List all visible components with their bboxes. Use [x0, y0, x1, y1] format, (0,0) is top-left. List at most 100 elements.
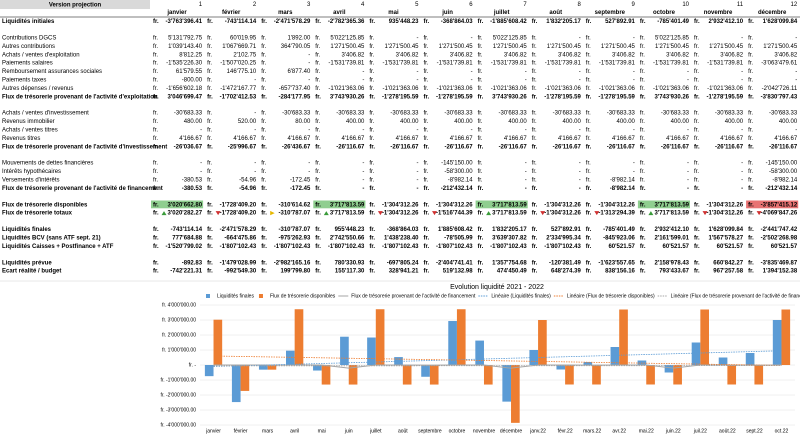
- cell-value: -1'507'020.25: [220, 61, 257, 67]
- x-tick-label: avr.22: [612, 428, 626, 434]
- x-tick-label: avril: [290, 428, 299, 434]
- bar: [367, 337, 376, 365]
- y-tick-label: fr. 1'000'000.00: [162, 347, 196, 353]
- month-name: mai: [388, 10, 399, 16]
- chart-title: Evolution liquidité 2021 - 2022: [450, 284, 544, 291]
- currency: fr.: [315, 77, 320, 83]
- currency: fr.: [369, 77, 374, 83]
- currency: fr.: [424, 269, 430, 275]
- currency: fr.: [369, 244, 375, 250]
- currency: fr.: [586, 186, 592, 192]
- currency: fr.: [532, 69, 537, 75]
- bar: [340, 336, 349, 365]
- cell-value: -1'535'226.30: [166, 61, 203, 67]
- legend-label: Flux de trésorerie disponibles: [270, 293, 336, 299]
- currency: fr.: [207, 94, 213, 100]
- cell-value: -: [525, 69, 527, 75]
- cell-value: -1'021'363.06: [545, 86, 582, 92]
- cell-value: 1'271'500.45: [601, 44, 636, 50]
- cell-value: -30'683.33: [607, 111, 636, 117]
- currency: fr.: [369, 269, 375, 275]
- bar: [483, 365, 493, 385]
- month-number: 5: [415, 2, 419, 8]
- currency: fr.: [640, 77, 645, 83]
- month-number: 8: [577, 2, 581, 8]
- month-name: janvier: [166, 10, 187, 16]
- x-tick-label: mai.22: [639, 428, 654, 434]
- cell-value: -: [741, 161, 743, 167]
- currency: fr.: [586, 52, 591, 58]
- cell-value: 364'790.05: [281, 44, 311, 50]
- bar: [610, 347, 620, 365]
- currency: fr.: [478, 186, 484, 192]
- bar: [348, 365, 358, 385]
- currency: fr.: [748, 94, 754, 100]
- currency: fr.: [586, 61, 591, 67]
- currency: fr.: [153, 169, 158, 175]
- cell-value: 4'166.67: [450, 136, 473, 142]
- currency: fr.: [532, 269, 538, 275]
- currency: fr.: [586, 269, 592, 275]
- cell-value: -1'313'294.39: [598, 211, 635, 217]
- cell-value: 955'448.23: [335, 227, 365, 233]
- cell-value: 4'166.67: [666, 136, 689, 142]
- legend-swatch: [258, 294, 263, 298]
- x-tick-label: févr.22: [558, 428, 573, 434]
- cell-value: 3'020'662.80: [168, 202, 203, 208]
- cell-value: -1'516'744.39: [436, 211, 473, 217]
- bar: [673, 365, 682, 385]
- cell-value: 1'039'143.40: [168, 44, 203, 50]
- month-number: 2: [253, 2, 257, 8]
- bar: [538, 320, 547, 365]
- currency: fr.: [748, 69, 753, 75]
- trend-icon: [323, 211, 329, 216]
- bar: [475, 340, 484, 365]
- cell-value: -: [741, 77, 743, 83]
- cell-value: 60'521.57: [663, 244, 690, 250]
- row-label: Achats / ventes d'investissement: [2, 111, 89, 117]
- cell-value: -: [633, 77, 635, 83]
- cell-value: -30'683.33: [769, 111, 798, 117]
- currency: fr.: [261, 202, 267, 208]
- cell-value: -: [579, 177, 581, 183]
- cell-value: -: [417, 69, 419, 75]
- cell-value: 4'166.67: [179, 136, 202, 142]
- cell-value: -: [795, 69, 797, 75]
- currency: fr.: [532, 227, 538, 233]
- cell-value: -8'982.14: [610, 177, 635, 183]
- cell-value: -: [362, 186, 364, 192]
- currency: fr.: [748, 136, 753, 142]
- month-name: novembre: [704, 10, 733, 16]
- cell-value: -1'807'102.43: [436, 244, 473, 250]
- cell-value: -: [308, 77, 310, 83]
- cell-value: -: [633, 35, 635, 41]
- cell-value: -30'683.33: [282, 111, 311, 117]
- currency: fr.: [315, 202, 321, 208]
- cell-value: -: [200, 161, 202, 167]
- currency: fr.: [532, 144, 538, 150]
- currency: fr.: [532, 186, 538, 192]
- cell-value: 838'156.16: [605, 269, 635, 275]
- currency: fr.: [261, 177, 266, 183]
- cell-value: -1'807'102.43: [328, 244, 365, 250]
- currency: fr.: [424, 69, 429, 75]
- currency: fr.: [532, 136, 537, 142]
- currency: fr.: [315, 69, 320, 75]
- cell-value: -1'728'409.20: [220, 202, 257, 208]
- cell-value: -1'479'028.99: [220, 260, 257, 266]
- month-number: 1: [199, 2, 203, 8]
- currency: fr.: [478, 227, 484, 233]
- currency: fr.: [424, 161, 429, 167]
- row-label: Flux de trésorerie provenant de l'activi…: [2, 94, 158, 100]
- currency: fr.: [261, 269, 267, 275]
- cell-value: 400.00: [725, 119, 744, 125]
- x-tick-label: mai: [318, 428, 326, 434]
- cell-value: 1'832'205.17: [546, 19, 581, 25]
- cell-value: -: [741, 127, 743, 133]
- y-tick-label: fr. -1'000'000.00: [160, 377, 196, 383]
- currency: fr.: [478, 161, 483, 167]
- cell-value: -: [308, 161, 310, 167]
- currency: fr.: [478, 86, 483, 92]
- cell-value: 1'628'099.84: [709, 227, 744, 233]
- row-label: Autres contributions: [2, 44, 55, 50]
